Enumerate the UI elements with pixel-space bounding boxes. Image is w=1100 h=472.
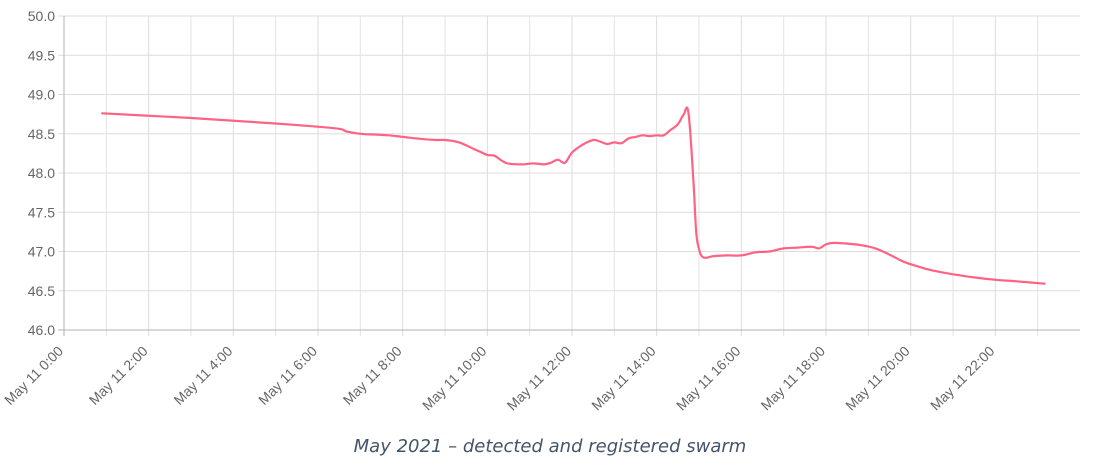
y-tick-label: 48.5 — [28, 126, 55, 142]
x-tick-label: May 11 18:00 — [758, 343, 829, 414]
x-tick-label: May 11 2:00 — [86, 343, 151, 408]
x-tick-label: May 11 4:00 — [170, 343, 235, 408]
series-layer — [101, 106, 1046, 285]
y-tick-label: 47.5 — [28, 204, 55, 220]
x-tick-label: May 11 16:00 — [673, 343, 744, 414]
y-tick-label: 48.0 — [28, 165, 55, 181]
series-line — [101, 106, 1046, 285]
x-axis-tick-labels: May 11 0:00 May 11 2:00 May 11 4:00 May 11 … — [1, 343, 998, 414]
y-axis-tick-labels: 46.0 46.5 47.0 47.5 48.0 48.5 49.0 49.5 50.0 — [28, 8, 55, 338]
y-tick-label: 46.0 — [28, 322, 55, 338]
y-tick-label: 47.0 — [28, 244, 55, 260]
x-tick-label: May 11 6:00 — [255, 343, 320, 408]
x-tick-label: May 11 8:00 — [340, 343, 405, 408]
chart-caption: May 2021 – detected and registered swarm — [353, 436, 747, 457]
y-tick-label: 50.0 — [28, 8, 55, 24]
y-tick-label: 49.5 — [28, 47, 55, 63]
x-tick-label: May 11 22:00 — [927, 343, 998, 414]
x-tick-label: May 11 20:00 — [842, 343, 913, 414]
x-tick-label: May 11 10:00 — [419, 343, 490, 414]
y-tick-label: 46.5 — [28, 283, 55, 299]
x-tick-label: May 11 14:00 — [588, 343, 659, 414]
axes — [58, 16, 1080, 336]
x-tick-label: May 11 12:00 — [504, 343, 575, 414]
grid-lines — [58, 15, 1080, 336]
y-tick-label: 49.0 — [28, 87, 55, 103]
x-tick-label: May 11 0:00 — [1, 343, 66, 408]
